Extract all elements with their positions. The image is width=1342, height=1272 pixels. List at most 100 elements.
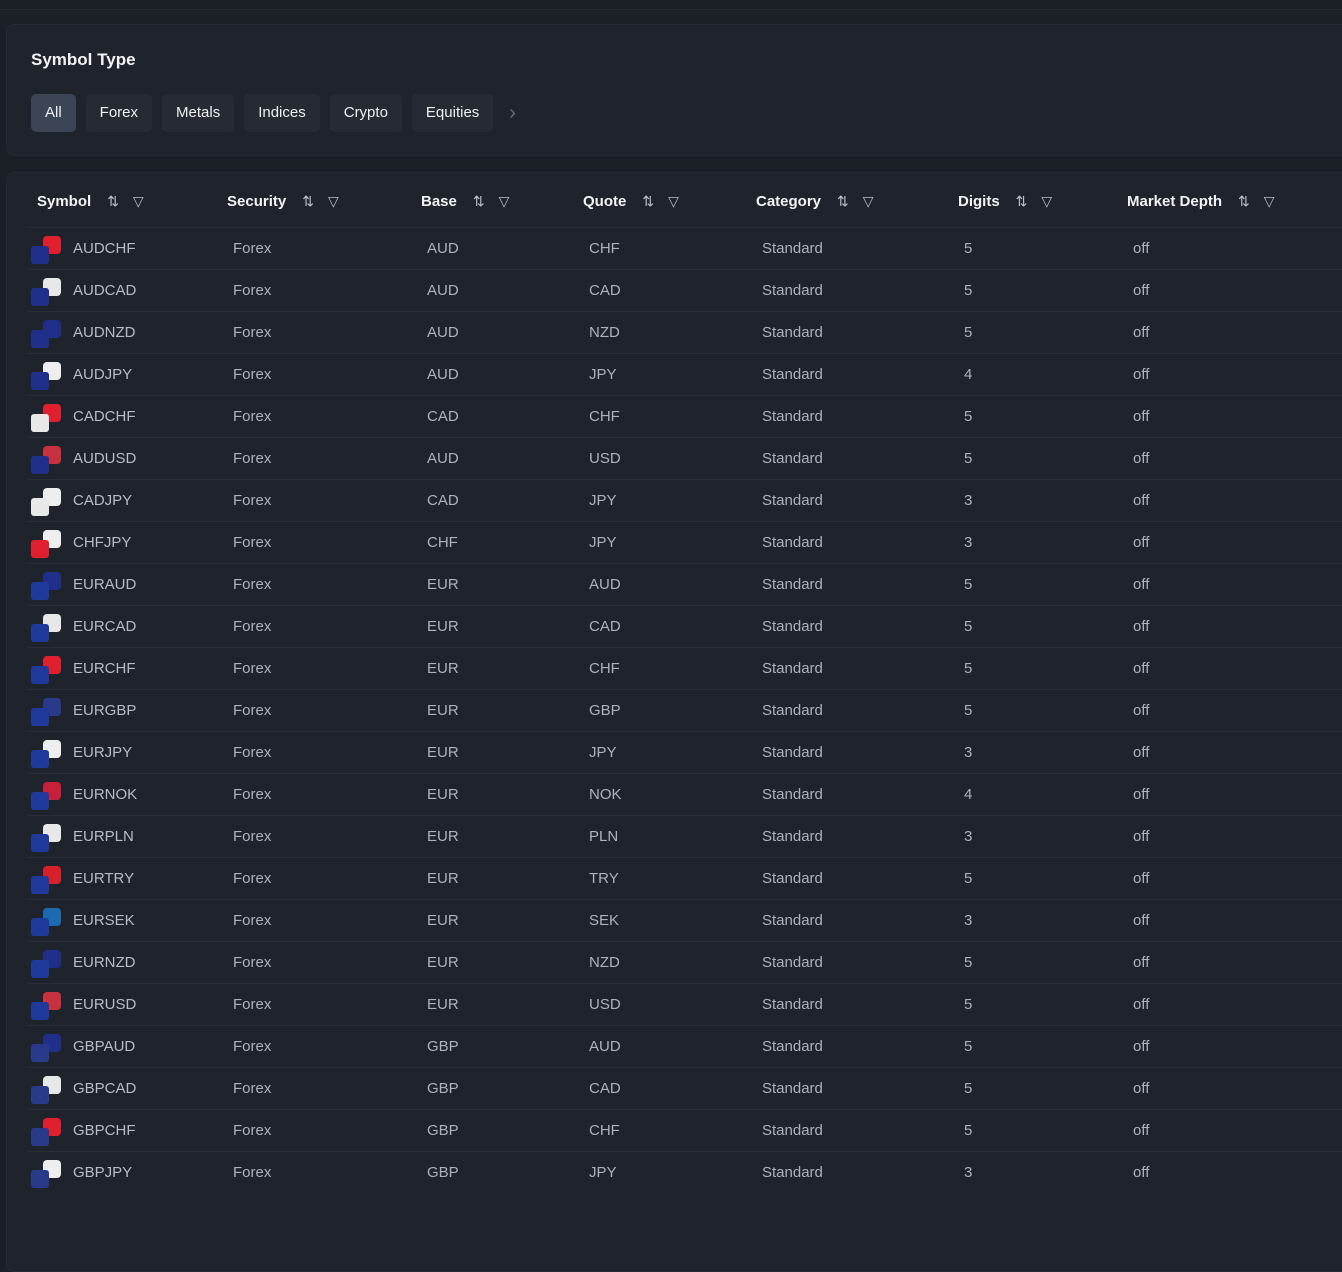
cell-base: CHF	[427, 534, 458, 551]
cell-base: AUD	[427, 450, 459, 467]
cell-base: AUD	[427, 324, 459, 341]
cell-market-depth: off	[1133, 1080, 1150, 1097]
table-row[interactable]: GBPCHF Forex GBP CHF Standard 5 off	[27, 1109, 1342, 1151]
sort-icon[interactable]: ⇅	[837, 192, 849, 209]
cell-quote: CAD	[589, 618, 621, 635]
filter-icon[interactable]: ▽	[668, 192, 679, 209]
table-row[interactable]: EURSEK Forex EUR SEK Standard 3 off	[27, 899, 1342, 941]
cell-category: Standard	[762, 744, 823, 761]
currency-pair-flag-icon	[31, 656, 61, 684]
cell-symbol: EURNOK	[73, 786, 138, 803]
sort-icon[interactable]: ⇅	[302, 192, 314, 209]
symbols-table: Symbol ⇅ ▽ Security ⇅ ▽ Base ⇅ ▽ Quote ⇅ ▽ Category ⇅…	[6, 172, 1342, 1272]
cell-digits: 5	[964, 1122, 973, 1139]
cell-quote: CHF	[589, 660, 620, 677]
cell-symbol: AUDUSD	[73, 450, 137, 467]
table-row[interactable]: EURNOK Forex EUR NOK Standard 4 off	[27, 773, 1342, 815]
cell-category: Standard	[762, 828, 823, 845]
chip-all[interactable]: All	[31, 94, 76, 132]
cell-category: Standard	[762, 786, 823, 803]
cell-market-depth: off	[1133, 870, 1150, 887]
chip-crypto[interactable]: Crypto	[329, 94, 402, 132]
chip-forex[interactable]: Forex	[85, 94, 153, 132]
chevron-right-icon[interactable]: ›	[509, 101, 516, 124]
cell-category: Standard	[762, 1038, 823, 1055]
cell-quote: JPY	[589, 366, 617, 383]
cell-quote: CHF	[589, 240, 620, 257]
sort-icon[interactable]: ⇅	[1238, 192, 1250, 209]
cell-category: Standard	[762, 240, 823, 257]
table-row[interactable]: EURUSD Forex EUR USD Standard 5 off	[27, 983, 1342, 1025]
symbol-type-panel: Symbol Type All Forex Metals Indices Crypto E…	[6, 24, 1342, 156]
chip-metals[interactable]: Metals	[162, 94, 235, 132]
table-row[interactable]: AUDNZD Forex AUD NZD Standard 5 off	[27, 311, 1342, 353]
cell-digits: 5	[964, 450, 973, 467]
cell-security: Forex	[233, 618, 272, 635]
chip-equities[interactable]: Equities	[411, 94, 494, 132]
table-row[interactable]: CHFJPY Forex CHF JPY Standard 3 off	[27, 521, 1342, 563]
filter-icon[interactable]: ▽	[862, 192, 874, 209]
table-row[interactable]: CADJPY Forex CAD JPY Standard 3 off	[27, 479, 1342, 521]
filter-icon[interactable]: ▽	[1041, 192, 1053, 209]
filter-icon[interactable]: ▽	[498, 192, 510, 209]
filter-icon[interactable]: ▽	[327, 192, 339, 209]
column-header-security[interactable]: Security ⇅ ▽	[227, 189, 339, 213]
cell-symbol: GBPCAD	[73, 1080, 137, 1097]
cell-symbol: EURJPY	[73, 744, 133, 761]
sort-icon[interactable]: ⇅	[642, 192, 655, 209]
cell-category: Standard	[762, 450, 823, 467]
cell-category: Standard	[762, 408, 823, 425]
column-header-quote[interactable]: Quote ⇅ ▽	[583, 189, 679, 213]
sort-icon[interactable]: ⇅	[1015, 192, 1028, 209]
currency-pair-flag-icon	[31, 1076, 61, 1104]
cell-market-depth: off	[1133, 786, 1150, 803]
cell-symbol: GBPAUD	[73, 1038, 136, 1055]
cell-security: Forex	[233, 1122, 272, 1139]
cell-base: AUD	[427, 366, 459, 383]
table-row[interactable]: AUDJPY Forex AUD JPY Standard 4 off	[27, 353, 1342, 395]
table-row[interactable]: AUDCAD Forex AUD CAD Standard 5 off	[27, 269, 1342, 311]
cell-symbol: EURCHF	[73, 660, 136, 677]
table-row[interactable]: AUDUSD Forex AUD USD Standard 5 off	[27, 437, 1342, 479]
table-row[interactable]: EURAUD Forex EUR AUD Standard 5 off	[27, 563, 1342, 605]
table-row[interactable]: EURGBP Forex EUR GBP Standard 5 off	[27, 689, 1342, 731]
cell-digits: 5	[964, 240, 973, 257]
column-header-market-depth[interactable]: Market Depth ⇅ ▽	[1127, 189, 1275, 213]
column-label: Quote	[583, 192, 627, 210]
cell-quote: NZD	[589, 324, 620, 341]
column-header-base[interactable]: Base ⇅ ▽	[421, 189, 509, 213]
currency-pair-flag-icon	[31, 530, 61, 558]
column-header-symbol[interactable]: Symbol ⇅ ▽	[37, 189, 144, 213]
table-row[interactable]: GBPAUD Forex GBP AUD Standard 5 off	[27, 1025, 1342, 1067]
table-row[interactable]: GBPCAD Forex GBP CAD Standard 5 off	[27, 1067, 1342, 1109]
table-row[interactable]: EURCHF Forex EUR CHF Standard 5 off	[27, 647, 1342, 689]
filter-icon[interactable]: ▽	[1263, 192, 1275, 209]
cell-quote: USD	[589, 450, 621, 467]
chip-indices[interactable]: Indices	[244, 94, 320, 132]
table-row[interactable]: CADCHF Forex CAD CHF Standard 5 off	[27, 395, 1342, 437]
column-header-digits[interactable]: Digits ⇅ ▽	[958, 189, 1052, 213]
cell-category: Standard	[762, 366, 823, 383]
table-row[interactable]: EURCAD Forex EUR CAD Standard 5 off	[27, 605, 1342, 647]
currency-pair-flag-icon	[31, 614, 61, 642]
cell-base: GBP	[427, 1122, 459, 1139]
table-row[interactable]: GBPJPY Forex GBP JPY Standard 3 off	[27, 1151, 1342, 1193]
cell-category: Standard	[762, 1080, 823, 1097]
cell-symbol: CADJPY	[73, 492, 133, 509]
column-header-category[interactable]: Category ⇅ ▽	[756, 189, 874, 213]
cell-security: Forex	[233, 996, 272, 1013]
table-row[interactable]: EURPLN Forex EUR PLN Standard 3 off	[27, 815, 1342, 857]
sort-icon[interactable]: ⇅	[472, 192, 485, 209]
cell-digits: 5	[964, 576, 973, 593]
cell-category: Standard	[762, 324, 823, 341]
cell-symbol: EURUSD	[73, 996, 137, 1013]
table-row[interactable]: EURTRY Forex EUR TRY Standard 5 off	[27, 857, 1342, 899]
table-row[interactable]: EURNZD Forex EUR NZD Standard 5 off	[27, 941, 1342, 983]
sort-icon[interactable]: ⇅	[107, 192, 119, 209]
table-row[interactable]: AUDCHF Forex AUD CHF Standard 5 off	[27, 227, 1342, 269]
table-row[interactable]: EURJPY Forex EUR JPY Standard 3 off	[27, 731, 1342, 773]
currency-pair-flag-icon	[31, 782, 61, 810]
filter-icon[interactable]: ▽	[132, 192, 144, 209]
cell-base: EUR	[427, 744, 459, 761]
currency-pair-flag-icon	[31, 908, 61, 936]
